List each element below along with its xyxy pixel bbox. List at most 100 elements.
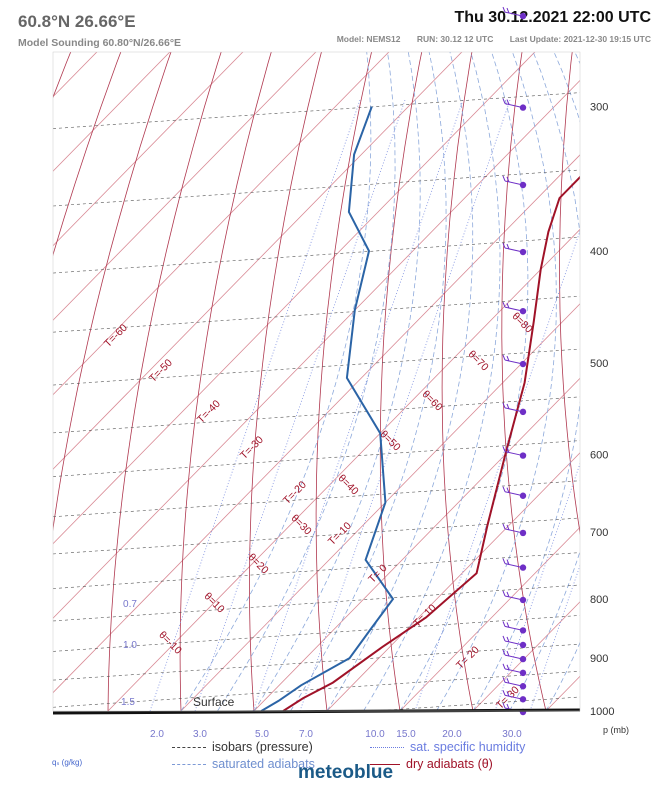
dry-adiabat-line	[53, 52, 172, 532]
series-temperature-line	[282, 175, 580, 711]
adiabat-label: θ=70	[466, 348, 491, 373]
dry-adiabat-line	[315, 52, 372, 711]
isotherm-line	[619, 0, 663, 711]
sat-humidity-line	[149, 99, 361, 711]
meteoblue-logo: meteoblue	[298, 762, 394, 783]
wind-barb-dot	[519, 181, 527, 189]
pressure-axis-label: p (mb)	[603, 725, 629, 735]
isotherm-label: T=-50	[147, 357, 175, 385]
legend-sat-humidity: sat. specific humidity	[370, 740, 525, 754]
isotherm-line	[53, 52, 98, 98]
humidity-inline-label: 1.5	[121, 697, 135, 708]
wind-barb-dot	[519, 12, 527, 20]
dry-adiabat-line	[441, 52, 474, 711]
wind-barb	[502, 558, 527, 571]
wind-barb	[502, 590, 527, 604]
wind-barb	[502, 621, 527, 634]
humidity-inline-label: 0.7	[123, 599, 137, 610]
wind-barb-dot	[519, 452, 527, 459]
moist-adiabat-line	[476, 0, 663, 711]
moist-adiabat-line	[253, 52, 421, 711]
isotherm-line	[53, 52, 536, 545]
plot-frame	[52, 51, 581, 712]
surface-label: Surface	[193, 695, 235, 709]
isotherm-line	[253, 377, 580, 711]
chart-grid	[53, 0, 663, 711]
isotherm-line	[53, 52, 390, 396]
dry-adiabat-line	[615, 0, 663, 711]
isotherm-label: T= 20	[454, 644, 482, 672]
wind-barb	[502, 649, 527, 663]
isotherm-label: T=-60	[102, 322, 130, 350]
wind-barb-dot	[519, 696, 527, 703]
wind-barb	[502, 635, 527, 649]
isobar-line	[53, 440, 580, 477]
wind-barb-dot	[519, 408, 527, 416]
wind-barb	[502, 6, 527, 20]
wind-barb	[502, 354, 527, 368]
isotherm-line	[180, 303, 580, 711]
legend-isobars-label: isobars (pressure)	[212, 740, 313, 754]
wind-barb-dot	[519, 669, 527, 677]
wind-barb-dot	[519, 248, 527, 256]
wind-barb-dot	[519, 564, 527, 571]
isobar-line	[53, 670, 580, 708]
isobar-line	[53, 295, 580, 333]
legend-sat-adiabats: saturated adiabats	[172, 757, 315, 771]
wind-barb	[502, 242, 527, 256]
wind-barb-dot	[519, 627, 527, 634]
wind-barb	[502, 677, 527, 690]
adiabat-label: θ=60	[420, 388, 445, 413]
wind-barb	[502, 446, 527, 459]
pressure-tick-label: 1000	[590, 706, 614, 718]
moist-adiabat-line	[217, 52, 396, 711]
isotherm-label: T=-20	[281, 479, 309, 507]
dry-adiabat-line	[179, 52, 272, 711]
pressure-tick-label: 400	[590, 246, 608, 258]
isotherm-label: T=-30	[238, 434, 266, 462]
dry-adiabat-line	[559, 52, 580, 535]
wind-barb-dot	[519, 641, 527, 649]
forecast-datetime: Thu 30.12.2021 22:00 UTC	[454, 9, 651, 26]
humidity-tick-label: 2.0	[150, 729, 164, 740]
adiabat-label: θ=40	[336, 472, 361, 497]
isotherm-line	[53, 52, 463, 470]
isotherm-label: T=-40	[195, 398, 223, 426]
moist-adiabat-line	[436, 52, 557, 711]
isotherm-line	[399, 526, 580, 711]
model-run: RUN: 30.12 12 UTC	[416, 34, 494, 44]
wind-barbs	[502, 6, 527, 716]
moist-adiabat-line	[472, 52, 580, 711]
moist-adiabat-line	[180, 52, 372, 711]
wind-barb	[502, 690, 527, 703]
moist-adiabat-line	[463, 0, 663, 711]
humidity-tick-label: 30.0	[502, 729, 522, 740]
legend-dry-adiabats-label: dry adiabats (θ)	[406, 757, 493, 771]
series-dewpoint-line	[260, 106, 395, 711]
pressure-tick-label: 300	[590, 102, 608, 114]
dry-adiabat-line	[107, 52, 222, 711]
isobar-line	[53, 552, 580, 589]
dry-adiabat-line	[249, 52, 322, 711]
isotherm-label: T= 10	[411, 602, 439, 630]
isotherm-line	[53, 79, 580, 619]
isobar-line	[53, 643, 580, 681]
humidity-tick-label: 10.0	[365, 729, 385, 740]
isotherm-line	[326, 452, 580, 711]
adiabat-label: θ=30	[289, 512, 314, 537]
wind-barb-dot	[519, 307, 527, 315]
isobar-line	[53, 615, 580, 652]
model-meta: Model: NEMS12 RUN: 30.12 12 UTC Last Upd…	[323, 34, 651, 44]
moist-adiabat-line	[326, 52, 474, 711]
wind-barb	[502, 663, 527, 677]
legend-sat-humidity-label: sat. specific humidity	[410, 740, 526, 754]
moist-adiabat-line	[363, 52, 501, 711]
humidity-tick-label: 3.0	[193, 729, 207, 740]
location-title: 60.8°N 26.66°E	[18, 12, 136, 31]
wind-barb	[502, 175, 527, 189]
isotherm-line	[53, 52, 317, 321]
isobar-line	[53, 396, 580, 434]
wind-barb	[502, 486, 527, 499]
humidity-tick-label: 20.0	[442, 729, 462, 740]
